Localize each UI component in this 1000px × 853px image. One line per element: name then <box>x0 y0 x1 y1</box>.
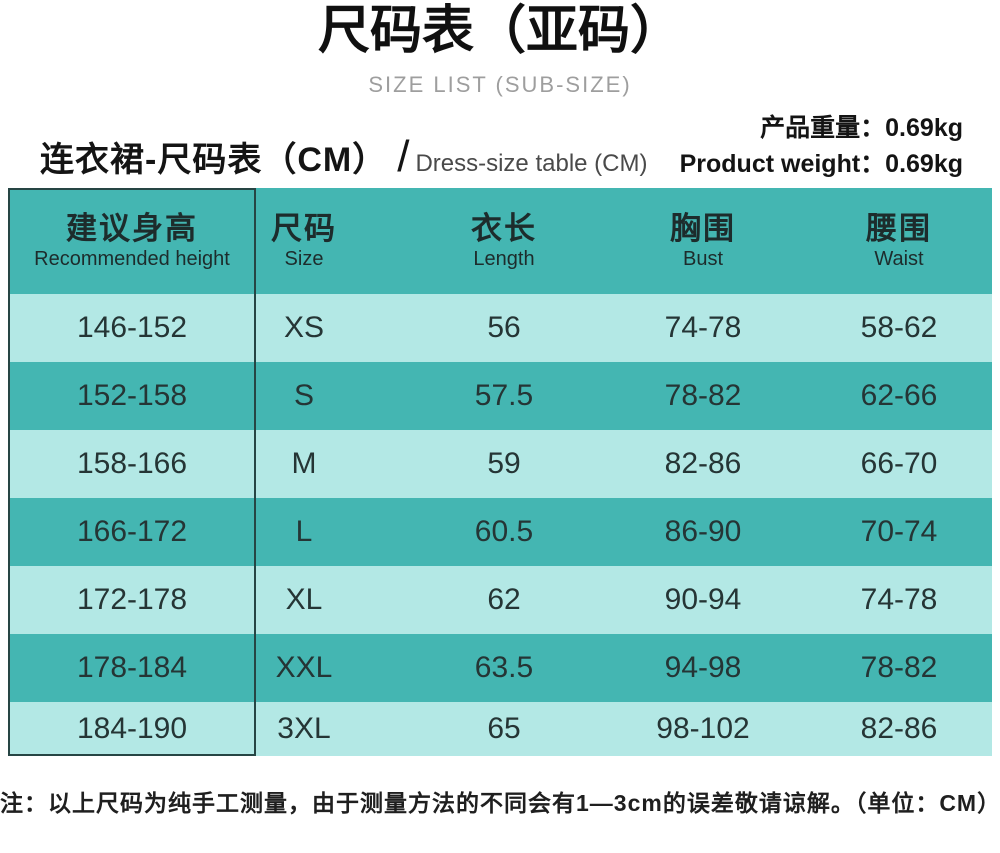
table-cell: 82-86 <box>664 447 742 480</box>
table-cell: 56 <box>487 311 521 344</box>
table-header-row: 建议身高 Recommended height 尺码 Size 衣长 Lengt… <box>8 188 992 294</box>
table-cell: 70-74 <box>860 515 938 548</box>
table-cell: 146-152 <box>76 311 188 344</box>
table-row: 146-152 XS 56 74-78 58-62 <box>8 294 992 362</box>
table-row: 184-190 3XL 65 98-102 82-86 <box>8 702 992 756</box>
table-cell: 98-102 <box>656 712 750 745</box>
header-bust: 胸围 Bust <box>670 211 736 270</box>
table-title-zh: 连衣裙-尺码表（CM） <box>40 141 388 179</box>
table-cell: 152-158 <box>76 379 188 412</box>
table-cell: 78-82 <box>860 651 938 684</box>
table-row: 178-184 XXL 63.5 94-98 78-82 <box>8 634 992 702</box>
table-cell: 184-190 <box>76 712 188 745</box>
table-cell: 60.5 <box>474 515 534 548</box>
header-size: 尺码 Size <box>271 211 337 270</box>
header-waist: 腰围 Waist <box>866 211 932 270</box>
table-cell: 3XL <box>277 712 331 745</box>
table-cell: 59 <box>487 447 521 480</box>
table-cell: 66-70 <box>860 447 938 480</box>
measurement-disclaimer: 注：以上尺码为纯手工测量，由于测量方法的不同会有1—3cm的误差敬请谅解。（单位… <box>0 790 1000 816</box>
product-weight-zh: 产品重量：0.69kg <box>760 114 963 142</box>
table-cell: 62-66 <box>860 379 938 412</box>
table-row: 166-172 L 60.5 86-90 70-74 <box>8 498 992 566</box>
table-cell: 65 <box>487 712 521 745</box>
table-cell: 82-86 <box>860 712 938 745</box>
table-cell: 74-78 <box>664 311 742 344</box>
table-cell: M <box>291 447 317 480</box>
product-weight-en: Product weight：0.69kg <box>679 150 963 178</box>
product-weight: 产品重量：0.69kg Product weight：0.69kg <box>680 110 963 182</box>
table-cell: XXL <box>275 651 333 684</box>
table-row: 152-158 S 57.5 78-82 62-66 <box>8 362 992 430</box>
table-row: 158-166 M 59 82-86 66-70 <box>8 430 992 498</box>
table-cell: 158-166 <box>76 447 188 480</box>
page-title: 尺码表（亚码） <box>317 3 682 60</box>
table-cell: 74-78 <box>860 583 938 616</box>
table-cell: 172-178 <box>76 583 188 616</box>
table-cell: 57.5 <box>474 379 534 412</box>
size-table: 建议身高 Recommended height 尺码 Size 衣长 Lengt… <box>8 188 992 756</box>
table-row: 172-178 XL 62 90-94 74-78 <box>8 566 992 634</box>
table-cell: 166-172 <box>76 515 188 548</box>
table-cell: 58-62 <box>860 311 938 344</box>
table-cell: 178-184 <box>76 651 188 684</box>
table-cell: 78-82 <box>664 379 742 412</box>
table-title-en: Dress-size table (CM) <box>415 150 648 177</box>
table-cell: XL <box>285 583 323 616</box>
table-cell: 86-90 <box>664 515 742 548</box>
page-subtitle: SIZE LIST (SUB-SIZE) <box>368 72 632 97</box>
table-cell: 90-94 <box>664 583 742 616</box>
table-cell: 63.5 <box>474 651 534 684</box>
table-cell: L <box>295 515 313 548</box>
table-cell: 62 <box>487 583 521 616</box>
header-recommended-height: 建议身高 Recommended height <box>34 211 230 270</box>
header-length: 衣长 Length <box>471 211 537 270</box>
table-cell: 94-98 <box>664 651 742 684</box>
table-cell: XS <box>283 311 325 344</box>
table-title: 连衣裙-尺码表（CM） / Dress-size table (CM) <box>40 132 647 182</box>
table-cell: S <box>293 379 315 412</box>
table-title-divider: / <box>397 132 410 181</box>
